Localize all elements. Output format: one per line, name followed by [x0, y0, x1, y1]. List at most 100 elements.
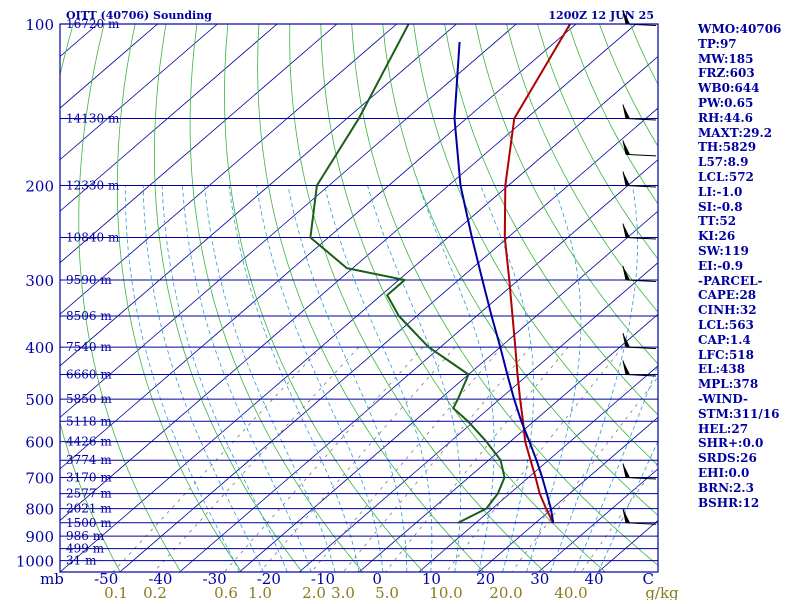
- mixing-ratio-tick-label: 10.0: [429, 584, 462, 600]
- index-line: TT:52: [698, 214, 798, 229]
- moist-adiabat-line: [229, 186, 359, 573]
- index-line: LCL:572: [698, 170, 798, 185]
- wind-barb: [623, 509, 656, 525]
- index-line: L57:8.9: [698, 155, 798, 170]
- pressure-tick-label: 100: [25, 16, 54, 34]
- chart-title: OITT (40706) Sounding: [66, 9, 212, 22]
- height-label: 2577 m: [66, 487, 112, 501]
- mixing-ratio-tick-label: 40.0: [554, 584, 587, 600]
- mixing-ratio-line: [446, 347, 623, 572]
- index-line: SW:119: [698, 244, 798, 259]
- plot-frame: [60, 24, 658, 572]
- index-line: HEL:27: [698, 422, 798, 437]
- mixing-ratio-tick-label: 2.0: [302, 584, 326, 600]
- height-label: 5118 m: [66, 414, 112, 428]
- height-label: 4426 m: [66, 435, 112, 449]
- index-line: MPL:378: [698, 377, 798, 392]
- index-line: STM:311/16: [698, 407, 798, 422]
- isotherm-line: [0, 24, 337, 572]
- height-label: 3170 m: [66, 471, 112, 485]
- moist-adiabat-line: [574, 186, 705, 573]
- moist-adiabat-line: [288, 186, 407, 573]
- index-line: RH:44.6: [698, 111, 798, 126]
- height-label: 1500 m: [66, 516, 112, 530]
- mixing-ratio-line: [225, 347, 424, 572]
- dry-adiabat-line: [290, 24, 545, 572]
- isotherm-line: [120, 24, 756, 572]
- index-line: LFC:518: [698, 348, 798, 363]
- pressure-tick-label: 1000: [16, 553, 54, 571]
- index-line: LCL:563: [698, 318, 798, 333]
- moist-adiabat-line: [526, 186, 580, 573]
- index-line: FRZ:603: [698, 66, 798, 81]
- height-label: 2021 m: [66, 502, 112, 516]
- dry-adiabat-line: [258, 24, 485, 572]
- wind-barb: [623, 361, 656, 377]
- chart-time: 1200Z 12 JUN 25: [548, 9, 654, 22]
- isotherm-line: [0, 24, 38, 572]
- height-label: 31 m: [66, 554, 97, 568]
- index-line: -PARCEL-: [698, 274, 798, 289]
- moist-adiabat-line: [143, 186, 263, 573]
- temperature-tick-label: mb: [40, 570, 64, 588]
- moist-adiabat-line: [257, 186, 383, 573]
- temperature-profile: [505, 24, 570, 523]
- height-label: 9590 m: [66, 273, 112, 287]
- index-line: CAPE:28: [698, 288, 798, 303]
- wind-barb: [623, 464, 656, 480]
- index-line: BSHR:12: [698, 496, 798, 511]
- dry-adiabat-line: [0, 24, 60, 572]
- wind-barb: [623, 224, 656, 240]
- wind-barb: [623, 172, 656, 188]
- index-line: PW:0.65: [698, 96, 798, 111]
- dry-adiabat-line: [225, 24, 424, 572]
- wind-barb: [623, 333, 656, 349]
- pressure-tick-label: 400: [25, 339, 54, 357]
- mixing-ratio-line: [311, 347, 501, 572]
- dry-adiabat-line: [352, 24, 666, 572]
- index-line: WMO:40706: [698, 22, 798, 37]
- mixing-ratio-line: [154, 347, 359, 572]
- dry-adiabat-line: [321, 24, 606, 572]
- mixing-ratio-tick-label: 0.6: [214, 584, 238, 600]
- dry-adiabat-line: [383, 24, 727, 572]
- mixing-ratio-tick-label: 20.0: [489, 584, 522, 600]
- mixing-ratio-tick-label: 3.0: [331, 584, 355, 600]
- pressure-tick-label: 900: [25, 528, 54, 546]
- index-line: SRDS:26: [698, 451, 798, 466]
- mixing-ratio-tick-label: 1.0: [248, 584, 272, 600]
- index-line: CAP:1.4: [698, 333, 798, 348]
- mixing-ratio-tick-label: g/kg: [645, 584, 679, 600]
- mixing-ratio-line: [385, 347, 568, 572]
- index-line: -WIND-: [698, 392, 798, 407]
- height-label: 7540 m: [66, 340, 112, 354]
- height-label: 6660 m: [66, 368, 112, 382]
- index-line: KI:26: [698, 229, 798, 244]
- index-line: TH:5829: [698, 140, 798, 155]
- height-label: 8506 m: [66, 309, 112, 323]
- index-line: WB0:644: [698, 81, 798, 96]
- height-label: 5850 m: [66, 392, 112, 406]
- dewpoint-profile: [310, 24, 504, 523]
- index-line: EL:438: [698, 362, 798, 377]
- index-line: SHR+:0.0: [698, 436, 798, 451]
- mixing-ratio-line: [343, 347, 530, 572]
- mixing-ratio-tick-label: 0.2: [143, 584, 167, 600]
- wind-barb: [623, 104, 656, 120]
- index-line: TP:97: [698, 37, 798, 52]
- height-label: 10840 m: [66, 231, 120, 245]
- index-line: CINH:32: [698, 303, 798, 318]
- mixing-ratio-tick-label: 5.0: [375, 584, 399, 600]
- pressure-tick-label: 600: [25, 434, 54, 452]
- dry-adiabat-line: [190, 24, 363, 572]
- height-label: 14130 m: [66, 111, 120, 125]
- pressure-tick-label: 500: [25, 391, 54, 409]
- dry-adiabat-line: [0, 24, 11, 572]
- index-line: EHI:0.0: [698, 466, 798, 481]
- mixing-ratio-line: [260, 347, 455, 572]
- index-line: MAXT:29.2: [698, 126, 798, 141]
- pressure-tick-label: 300: [25, 272, 54, 290]
- index-line: LI:-1.0: [698, 185, 798, 200]
